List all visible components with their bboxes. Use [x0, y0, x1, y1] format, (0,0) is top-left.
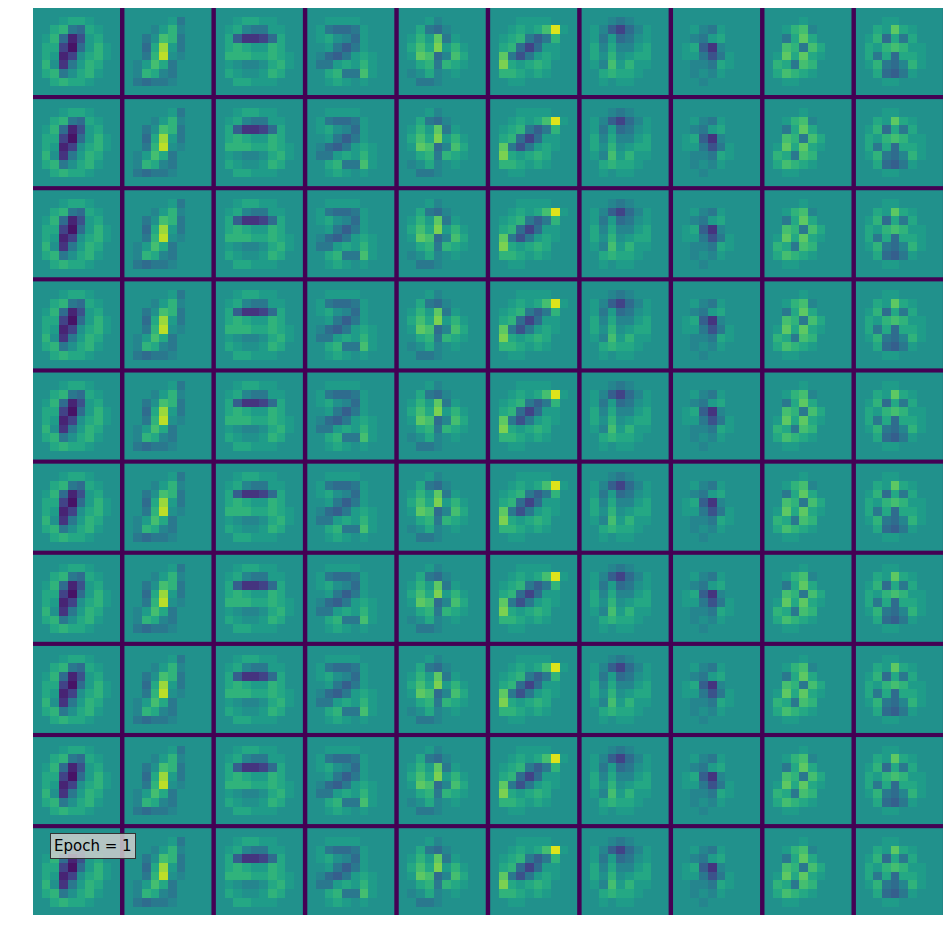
svg-text:Epoch = 1: Epoch = 1: [54, 837, 132, 855]
